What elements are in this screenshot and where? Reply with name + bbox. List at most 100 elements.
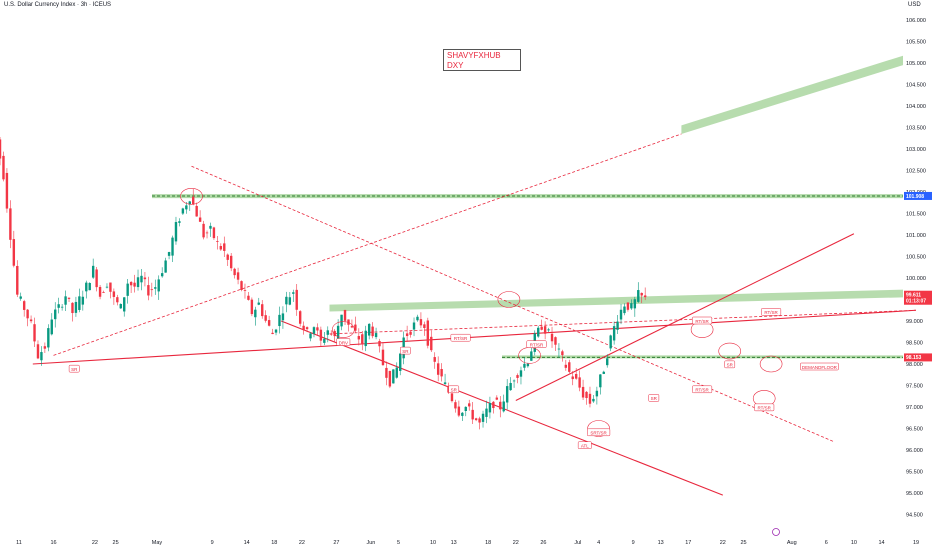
annotation-text: RT/SR (695, 319, 709, 324)
candle (430, 330, 433, 352)
candle (333, 329, 336, 343)
x-tick-label: 10 (851, 540, 857, 546)
candle (319, 326, 323, 348)
candle-body (171, 237, 174, 256)
x-tick-label: May (152, 540, 163, 546)
candle-body (271, 332, 274, 335)
candle-body (181, 208, 185, 214)
candle (461, 411, 464, 421)
candle (564, 359, 568, 371)
x-tick-label: 14 (244, 540, 250, 546)
level-badge-101-908-box (904, 191, 932, 200)
candle (568, 359, 571, 374)
candle (71, 302, 74, 322)
highlight-circle (718, 342, 742, 360)
candle (474, 417, 478, 422)
candle (261, 300, 264, 319)
candle-body (568, 362, 571, 372)
candle (147, 276, 150, 301)
candle (133, 274, 136, 293)
candle (233, 267, 236, 279)
x-tick-label: 25 (740, 540, 746, 546)
candle-body (430, 336, 433, 351)
candle (326, 326, 329, 343)
candle-body (188, 201, 191, 205)
candle-body (530, 351, 533, 361)
candle (85, 280, 88, 299)
annotations-layer: SR DRV SR RT/SR SR RT/SR RT/SR RT/SR SR SR RT/SR RT… (68, 188, 839, 449)
x-tick-label: 22 (92, 540, 98, 546)
candle-body (433, 357, 436, 362)
annotation-text: SR (71, 367, 78, 372)
candle (26, 309, 29, 327)
annotation-box (450, 333, 471, 342)
candle (492, 401, 495, 414)
candle-body (54, 309, 57, 320)
annotation-label: SR (400, 346, 411, 355)
candle-body (95, 269, 98, 288)
candle (143, 272, 147, 287)
candle-body (343, 309, 347, 321)
candle (350, 319, 354, 329)
candle-body (378, 340, 381, 347)
candle (109, 282, 112, 299)
candle-body (81, 296, 85, 305)
candle-body (392, 369, 395, 384)
candle (150, 282, 154, 297)
candle (537, 325, 540, 338)
candle-body (450, 393, 454, 402)
candle-body (457, 406, 461, 416)
candle-body (12, 239, 16, 266)
candle (309, 332, 312, 342)
candle-body (78, 296, 81, 310)
y-tick-label: 100.000 (906, 276, 926, 282)
candle-body (212, 227, 216, 239)
y-tick-label: 98.500 (906, 341, 923, 347)
candle (385, 361, 388, 386)
candle-body (57, 304, 60, 308)
y-tick-label: 98.000 (906, 362, 923, 368)
candle-body (164, 260, 167, 273)
x-tick-label: 13 (451, 540, 457, 546)
candle-body (154, 287, 157, 289)
candle (633, 296, 637, 317)
annotation-box (800, 362, 839, 371)
candle (302, 321, 305, 335)
candle-body (381, 349, 385, 366)
candle-body (74, 301, 78, 313)
candle-body (478, 418, 481, 423)
candle (281, 306, 285, 329)
annotation-label: SR (724, 360, 736, 369)
candle (254, 306, 257, 326)
candle (547, 327, 550, 332)
candle (50, 313, 53, 336)
annotation-text: ATL (581, 444, 589, 449)
candle-body (85, 282, 88, 292)
annotation-text: DRV (339, 340, 348, 345)
candle (468, 399, 471, 411)
candle-body (550, 333, 554, 342)
candle-body (202, 223, 205, 238)
candle (595, 386, 599, 405)
candle-body (26, 309, 29, 319)
annotation-label: SR (448, 385, 460, 394)
candle-body (526, 363, 530, 367)
candle (478, 416, 481, 430)
candle-body (223, 243, 226, 251)
candle (167, 251, 171, 260)
x-tick-label: 6 (825, 540, 828, 546)
candle-body (330, 333, 333, 335)
candle-body (243, 290, 247, 291)
candle (157, 275, 160, 300)
x-tick-label: 22 (720, 540, 726, 546)
candle-body (192, 196, 195, 205)
candle (43, 342, 47, 353)
annotation-box (692, 385, 713, 394)
candle-body (561, 351, 564, 356)
candle-body (288, 297, 292, 305)
candle (12, 230, 16, 268)
annotation-label: SRT/SR (587, 428, 611, 437)
candle-body (209, 225, 212, 229)
candle-body (233, 268, 236, 276)
